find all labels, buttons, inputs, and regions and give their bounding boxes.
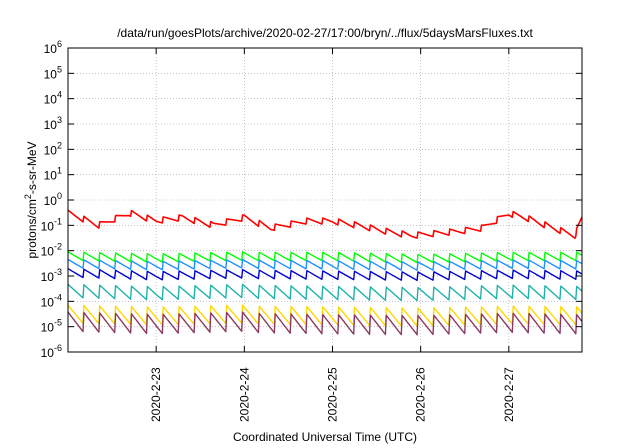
y-tick-exponent: 2 <box>57 140 62 150</box>
y-tick-base: 10 <box>44 118 58 132</box>
y-tick-base: 10 <box>44 42 58 56</box>
y-tick-base: 10 <box>41 219 55 233</box>
y-tick-exponent: -5 <box>54 318 62 328</box>
y-tick-label: 10-5 <box>41 318 62 335</box>
series-line <box>67 209 583 239</box>
y-tick-label: 10-3 <box>41 267 62 284</box>
y-tick-base: 10 <box>44 169 58 183</box>
y-tick-exponent: 5 <box>57 64 62 74</box>
y-tick-base: 10 <box>44 67 58 81</box>
x-tick-label: 2020-2-25 <box>325 367 339 422</box>
y-axis-label-sup: 2 <box>23 194 33 199</box>
y-tick-label: 10-1 <box>41 216 62 233</box>
y-tick-label: 100 <box>44 191 62 208</box>
y-tick-label: 102 <box>44 140 62 157</box>
series-line <box>67 311 583 336</box>
y-axis-label-pre: protons/cm <box>25 199 39 258</box>
y-tick-label: 106 <box>44 39 62 56</box>
y-tick-exponent: 0 <box>57 191 62 201</box>
grid <box>68 48 582 352</box>
y-tick-label: 104 <box>44 90 62 107</box>
y-axis-label: protons/cm2-s-sr-MeV <box>23 141 39 258</box>
y-tick-base: 10 <box>44 194 58 208</box>
y-tick-exponent: 1 <box>57 166 62 176</box>
y-tick-label: 105 <box>44 64 62 81</box>
y-tick-base: 10 <box>41 346 55 360</box>
series-layer <box>67 209 583 336</box>
y-tick-base: 10 <box>44 143 58 157</box>
chart-title: /data/run/goesPlots/archive/2020-02-27/1… <box>117 26 533 40</box>
x-axis: 2020-2-23 2020-2-24 2020-2-25 2020-2-26 2020… <box>149 48 516 422</box>
series-line <box>67 283 583 302</box>
y-tick-label: 101 <box>44 166 62 183</box>
x-tick-label: 2020-2-23 <box>149 367 163 422</box>
y-axis: 10-610-510-410-310-210-11001011021031041… <box>41 39 582 360</box>
y-tick-exponent: -1 <box>54 216 62 226</box>
y-tick-label: 103 <box>44 115 62 132</box>
plot-frame <box>67 47 583 353</box>
series-line <box>67 268 583 282</box>
y-tick-base: 10 <box>41 295 55 309</box>
y-tick-base: 10 <box>41 245 55 259</box>
y-tick-label: 10-4 <box>41 292 62 309</box>
y-tick-label: 10-6 <box>41 343 62 360</box>
x-tick-label: 2020-2-24 <box>237 367 251 422</box>
y-tick-exponent: -3 <box>54 267 62 277</box>
y-tick-exponent: 3 <box>57 115 62 125</box>
x-tick-label: 2020-2-27 <box>502 367 516 422</box>
series-line <box>67 251 583 264</box>
x-tick-label: 2020-2-26 <box>414 367 428 422</box>
y-tick-base: 10 <box>41 321 55 335</box>
series-line <box>67 258 583 271</box>
y-tick-exponent: -4 <box>54 292 62 302</box>
y-tick-exponent: 4 <box>57 90 62 100</box>
y-tick-base: 10 <box>41 270 55 284</box>
y-tick-label: 10-2 <box>41 242 62 259</box>
y-tick-base: 10 <box>44 93 58 107</box>
y-tick-exponent: -6 <box>54 343 62 353</box>
y-axis-label-post: -s-sr-MeV <box>25 141 39 194</box>
x-axis-label: Coordinated Universal Time (UTC) <box>233 430 417 444</box>
y-tick-exponent: -2 <box>54 242 62 252</box>
y-tick-exponent: 6 <box>57 39 62 49</box>
